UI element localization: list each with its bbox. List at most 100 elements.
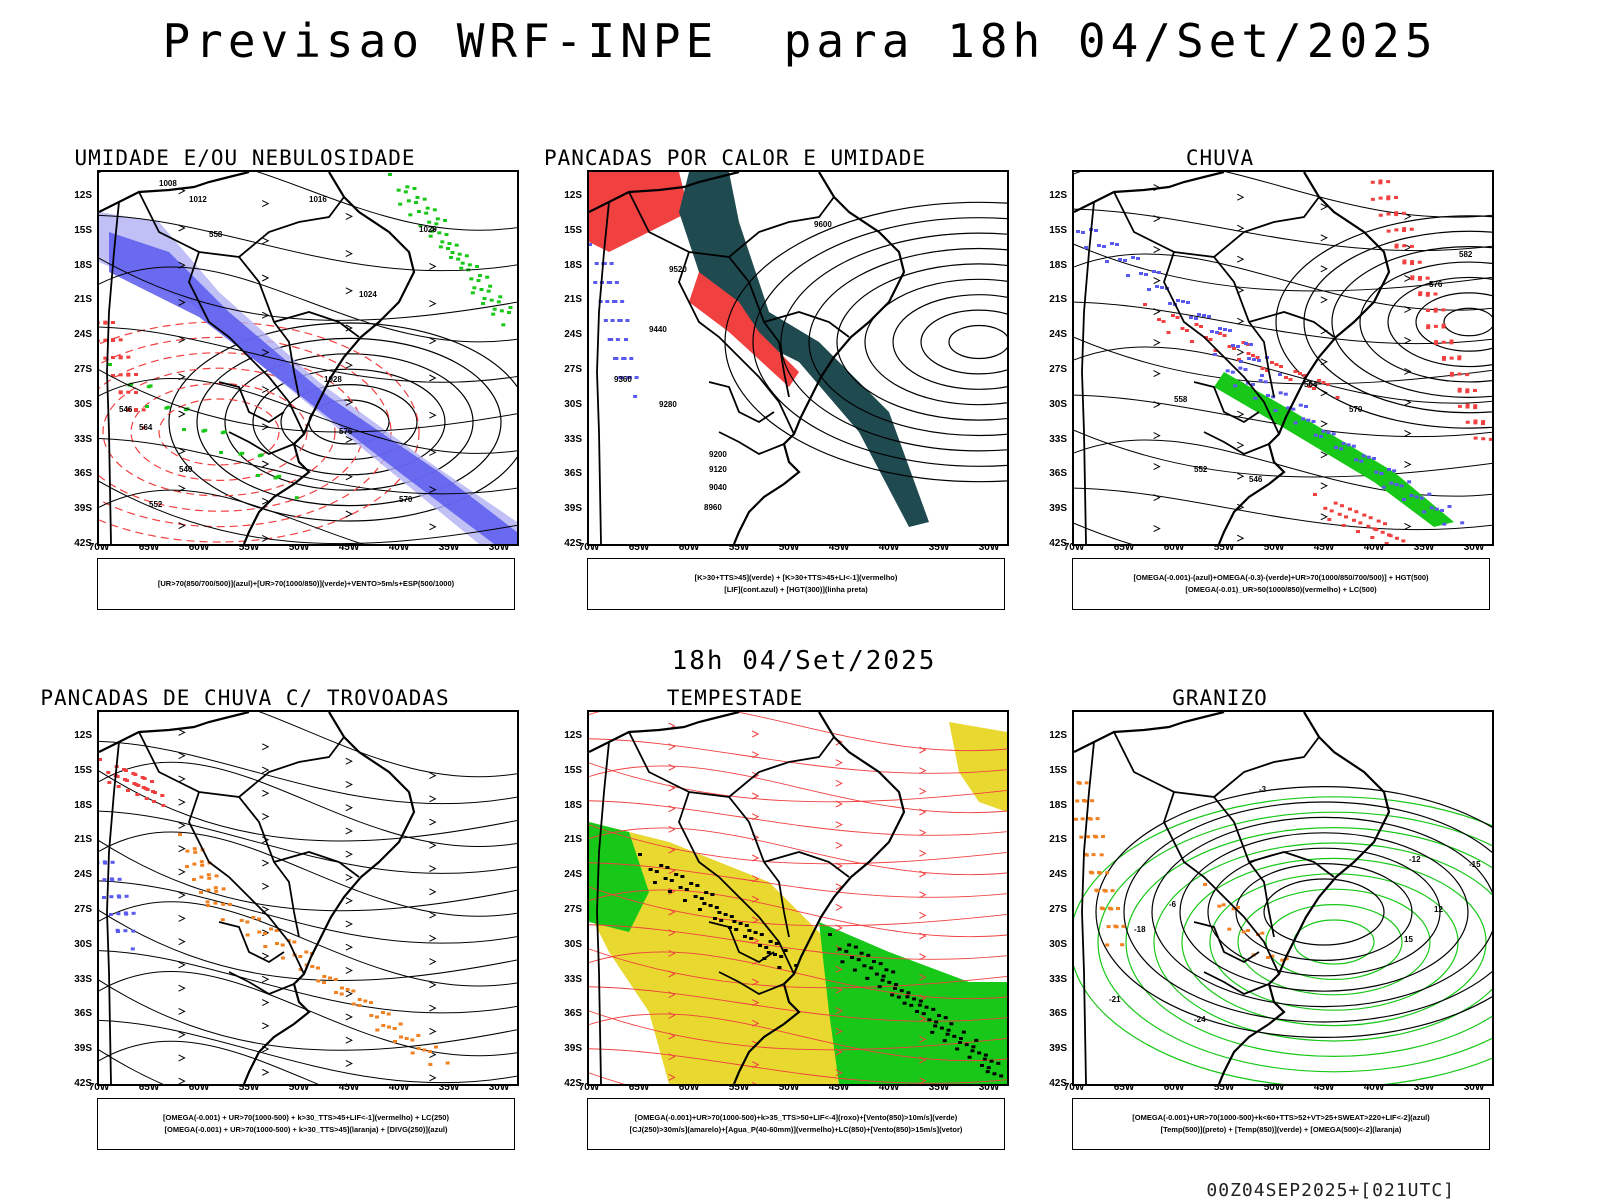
shaded-cell bbox=[133, 773, 137, 776]
flow-arrow bbox=[179, 846, 185, 852]
shaded-cell bbox=[485, 276, 489, 279]
shaded-cell bbox=[103, 860, 107, 863]
shaded-cell bbox=[779, 955, 783, 958]
shaded-cell bbox=[949, 1022, 953, 1025]
shaded-cell bbox=[1354, 510, 1358, 513]
lat-tick-label: 36S bbox=[1023, 1008, 1067, 1019]
shaded-cell bbox=[426, 207, 430, 210]
shaded-cell bbox=[411, 1052, 415, 1055]
shaded-cell bbox=[869, 966, 873, 969]
contour-line bbox=[1388, 277, 1492, 366]
shaded-cell bbox=[1356, 530, 1360, 533]
shaded-cell bbox=[99, 321, 100, 324]
shaded-cell bbox=[1209, 338, 1213, 341]
shaded-cell bbox=[760, 933, 764, 936]
shaded-cell bbox=[125, 895, 129, 898]
shaded-cell bbox=[398, 203, 402, 206]
shaded-cell bbox=[617, 319, 621, 322]
shaded-cell bbox=[1213, 353, 1217, 356]
shaded-cell bbox=[1448, 505, 1452, 508]
shaded-cell bbox=[1327, 431, 1331, 434]
lat-tick-label: 18S bbox=[538, 800, 582, 811]
shaded-cell bbox=[925, 1006, 929, 1009]
legend-line: [K>30+TTS>45](verde) + [K>30+TTS>45+LI<-… bbox=[588, 574, 1004, 582]
shaded-cell bbox=[1157, 318, 1161, 321]
flow-arrow bbox=[179, 523, 185, 529]
shaded-cell bbox=[1252, 358, 1256, 361]
shaded-cell bbox=[1339, 447, 1343, 450]
shaded-cell bbox=[775, 942, 779, 945]
shaded-cell bbox=[1460, 521, 1464, 524]
shaded-cell bbox=[275, 942, 279, 945]
shaded-cell bbox=[200, 864, 204, 867]
lat-tick-label: 24S bbox=[1023, 869, 1067, 880]
contour-label: 9600 bbox=[814, 220, 832, 229]
shaded-cell bbox=[1458, 373, 1462, 376]
shaded-cell bbox=[429, 235, 433, 238]
shaded-cell bbox=[1101, 835, 1105, 838]
streamline bbox=[99, 712, 517, 777]
shaded-cell bbox=[1410, 275, 1414, 278]
contour-label: 1020 bbox=[419, 225, 437, 234]
shaded-cell bbox=[461, 262, 465, 265]
shaded-cell bbox=[131, 930, 135, 933]
shaded-cell bbox=[405, 185, 409, 188]
shaded-cell bbox=[1094, 229, 1098, 232]
shaded-cell bbox=[1465, 388, 1469, 391]
shaded-cell bbox=[1233, 384, 1237, 387]
shaded-cell bbox=[1251, 354, 1255, 357]
flow-arrow bbox=[1237, 256, 1243, 262]
shaded-cell bbox=[446, 1062, 450, 1065]
flow-arrow bbox=[752, 855, 758, 861]
flow-arrow bbox=[669, 806, 675, 812]
lat-tick-label: 24S bbox=[48, 329, 92, 340]
shaded-cell bbox=[1366, 525, 1370, 528]
shaded-cell bbox=[1279, 365, 1283, 368]
shaded-cell bbox=[1387, 468, 1391, 471]
shaded-cell bbox=[106, 771, 110, 774]
flow-arrow bbox=[1321, 514, 1327, 520]
flow-arrow bbox=[262, 744, 268, 750]
shaded-cell bbox=[103, 339, 107, 342]
contour-line bbox=[1294, 920, 1374, 964]
shaded-cell bbox=[99, 339, 100, 342]
shaded-cell bbox=[1489, 438, 1492, 441]
legend-line: [OMEGA(-0.001) + UR>70(1000-500) + k>30_… bbox=[98, 1126, 514, 1134]
shaded-cell bbox=[417, 1047, 421, 1050]
flow-arrow bbox=[1404, 523, 1410, 529]
shaded-cell bbox=[1367, 456, 1371, 459]
shaded-cell bbox=[1231, 344, 1235, 347]
shaded-cell bbox=[702, 902, 706, 905]
shaded-cell bbox=[1352, 445, 1356, 448]
shaded-cell bbox=[965, 1043, 969, 1046]
shaded-cell bbox=[1147, 288, 1151, 291]
shaded-cell bbox=[363, 1000, 367, 1003]
shaded-cell bbox=[1118, 258, 1122, 261]
shaded-cell bbox=[423, 198, 427, 201]
flow-arrow bbox=[346, 781, 352, 787]
shaded-cell bbox=[416, 196, 420, 199]
shaded-cell bbox=[838, 948, 842, 951]
shaded-cell bbox=[322, 981, 326, 984]
flow-arrow bbox=[179, 799, 185, 805]
shaded-cell bbox=[228, 903, 232, 906]
shaded-cell bbox=[124, 911, 128, 914]
contour-label: 9200 bbox=[709, 450, 727, 459]
shaded-cell bbox=[1434, 340, 1438, 343]
shaded-cell bbox=[897, 996, 901, 999]
shaded-cell bbox=[1442, 341, 1446, 344]
shaded-cell bbox=[1342, 524, 1346, 527]
shaded-cell bbox=[1155, 285, 1159, 288]
lat-tick-label: 21S bbox=[538, 294, 582, 305]
shaded-cell bbox=[865, 977, 869, 980]
shaded-cell bbox=[1294, 421, 1298, 424]
shaded-cell bbox=[947, 1029, 951, 1032]
shaded-cell bbox=[1402, 498, 1406, 501]
lat-tick-label: 12S bbox=[48, 190, 92, 201]
lat-tick-label: 27S bbox=[1023, 904, 1067, 915]
shaded-cell bbox=[1203, 883, 1207, 886]
shaded-cell bbox=[1260, 932, 1264, 935]
shaded-cell bbox=[1111, 889, 1115, 892]
shaded-cell bbox=[1434, 293, 1438, 296]
